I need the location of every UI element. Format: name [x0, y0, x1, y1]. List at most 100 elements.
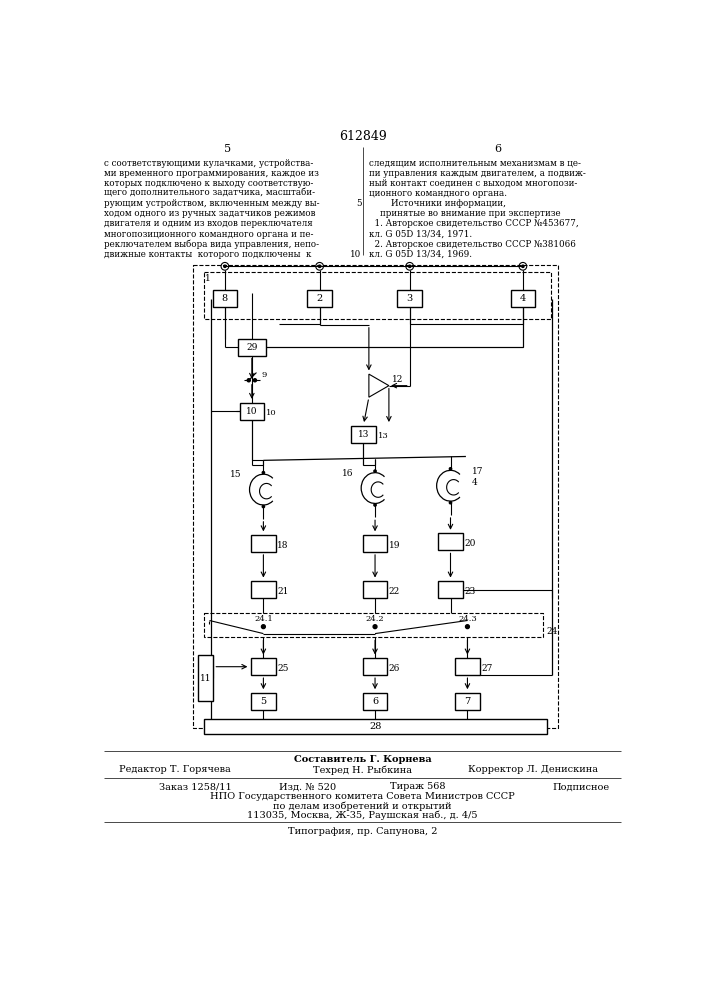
Bar — [510, 290, 535, 307]
Text: 7: 7 — [464, 697, 471, 706]
Bar — [251, 535, 276, 552]
Bar — [213, 290, 238, 307]
Text: 5: 5 — [356, 199, 361, 208]
Bar — [251, 693, 276, 710]
Bar — [363, 693, 387, 710]
Text: 5: 5 — [223, 144, 230, 154]
Bar — [455, 658, 480, 675]
Text: многопозиционного командного органа и пе-: многопозиционного командного органа и пе… — [104, 230, 313, 239]
Text: кл. G 05D 13/34, 1969.: кл. G 05D 13/34, 1969. — [369, 250, 472, 259]
Text: 13: 13 — [378, 432, 389, 440]
Text: Подписное: Подписное — [552, 782, 609, 791]
Text: 29: 29 — [246, 343, 257, 352]
Bar — [204, 272, 551, 319]
Bar — [455, 693, 480, 710]
Bar — [251, 658, 276, 675]
Circle shape — [318, 265, 321, 267]
Text: Редактор Т. Горячева: Редактор Т. Горячева — [119, 765, 230, 774]
Text: 2: 2 — [317, 294, 322, 303]
Text: ционного командного органа.: ционного командного органа. — [369, 189, 507, 198]
Circle shape — [409, 265, 411, 267]
Text: 17: 17 — [472, 466, 484, 476]
Text: 9: 9 — [261, 371, 267, 379]
Text: 5: 5 — [260, 697, 267, 706]
Bar — [438, 533, 463, 550]
Text: Типография, пр. Сапунова, 2: Типография, пр. Сапунова, 2 — [288, 827, 438, 836]
Text: 24.2: 24.2 — [366, 615, 385, 623]
Text: 113035, Москва, Ж-35, Раушская наб., д. 4/5: 113035, Москва, Ж-35, Раушская наб., д. … — [247, 811, 478, 820]
Circle shape — [262, 505, 264, 508]
Text: кл. G 05D 13/34, 1971.: кл. G 05D 13/34, 1971. — [369, 230, 472, 239]
Bar — [397, 290, 422, 307]
Text: 10: 10 — [246, 407, 257, 416]
Text: ный контакт соединен с выходом многопози-: ный контакт соединен с выходом многопози… — [369, 179, 577, 188]
Text: 8: 8 — [222, 294, 228, 303]
Text: 4: 4 — [520, 294, 526, 303]
Bar — [204, 719, 547, 734]
Text: 20: 20 — [464, 539, 476, 548]
Text: Техред Н. Рыбкина: Техред Н. Рыбкина — [313, 765, 412, 775]
Bar — [351, 426, 376, 443]
Text: по делам изобретений и открытий: по делам изобретений и открытий — [274, 801, 452, 811]
Text: 19: 19 — [389, 541, 400, 550]
Circle shape — [522, 265, 524, 267]
Text: Заказ 1258/11: Заказ 1258/11 — [160, 782, 232, 791]
Bar — [438, 581, 463, 598]
Circle shape — [374, 504, 376, 506]
Text: 18: 18 — [277, 541, 288, 550]
Text: 21: 21 — [277, 587, 288, 596]
Text: Составитель Г. Корнева: Составитель Г. Корнева — [294, 755, 431, 764]
Text: 25: 25 — [277, 664, 288, 673]
Text: движные контакты  которого подключены  к: движные контакты которого подключены к — [104, 250, 311, 259]
Circle shape — [373, 625, 377, 629]
Circle shape — [450, 502, 452, 504]
Text: Изд. № 520: Изд. № 520 — [279, 782, 336, 791]
Bar — [308, 290, 332, 307]
Bar — [204, 613, 543, 637]
Text: 2. Авторское свидетельство СССР №381066: 2. Авторское свидетельство СССР №381066 — [369, 240, 575, 249]
Circle shape — [247, 379, 250, 382]
Text: 10: 10 — [266, 409, 276, 417]
Bar — [251, 581, 276, 598]
Circle shape — [262, 472, 264, 474]
Text: 6: 6 — [372, 697, 378, 706]
Text: 24.1: 24.1 — [254, 615, 273, 623]
Text: Источники информации,: Источники информации, — [369, 199, 506, 208]
Text: 11: 11 — [200, 674, 211, 683]
Text: 16: 16 — [342, 469, 354, 478]
Text: НПО Государственного комитета Совета Министров СССР: НПО Государственного комитета Совета Мин… — [211, 792, 515, 801]
Circle shape — [450, 468, 452, 470]
Text: реключателем выбора вида управления, непо-: реключателем выбора вида управления, неп… — [104, 240, 319, 249]
Text: ми временного программирования, каждое из: ми временного программирования, каждое и… — [104, 169, 319, 178]
Bar — [198, 655, 214, 701]
Text: пи управления каждым двигателем, а подвиж-: пи управления каждым двигателем, а подви… — [369, 169, 586, 178]
Text: щего дополнительного задатчика, масштаби-: щего дополнительного задатчика, масштаби… — [104, 189, 315, 198]
Text: 4: 4 — [472, 478, 478, 487]
Bar — [240, 403, 264, 420]
Circle shape — [262, 625, 265, 629]
Text: 3: 3 — [407, 294, 413, 303]
Text: 24: 24 — [546, 627, 557, 636]
Text: 12: 12 — [392, 375, 404, 384]
Bar — [363, 535, 387, 552]
Text: 10: 10 — [350, 250, 361, 259]
Text: 28: 28 — [369, 722, 382, 731]
Text: которых подключено к выходу соответствую-: которых подключено к выходу соответствую… — [104, 179, 313, 188]
Text: следящим исполнительным механизмам в це-: следящим исполнительным механизмам в це- — [369, 158, 581, 167]
Text: 22: 22 — [389, 587, 400, 596]
Text: 15: 15 — [230, 470, 242, 479]
Text: принятые во внимание при экспертизе: принятые во внимание при экспертизе — [369, 209, 561, 218]
Text: двигателя и одним из входов переключателя: двигателя и одним из входов переключател… — [104, 219, 312, 228]
Text: 612849: 612849 — [339, 130, 387, 143]
Circle shape — [374, 470, 376, 472]
Circle shape — [253, 379, 257, 382]
Text: 24.3: 24.3 — [458, 615, 477, 623]
Bar — [238, 339, 266, 356]
Text: 1. Авторское свидетельство СССР №453677,: 1. Авторское свидетельство СССР №453677, — [369, 219, 578, 228]
Circle shape — [223, 265, 226, 267]
Text: Тираж 568: Тираж 568 — [390, 782, 446, 791]
Bar — [363, 658, 387, 675]
Bar — [192, 265, 559, 728]
Text: 13: 13 — [358, 430, 369, 439]
Text: 1: 1 — [205, 274, 211, 283]
